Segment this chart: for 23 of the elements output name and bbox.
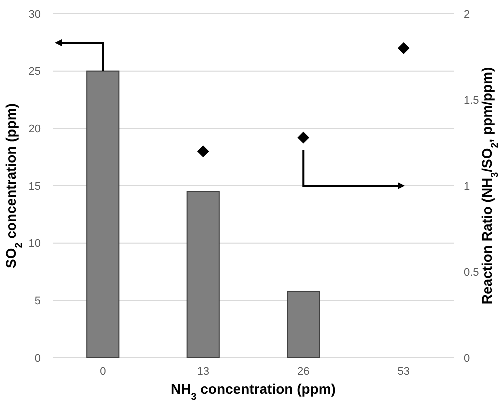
y2-tick-label: 1.5 (464, 94, 480, 107)
y-tick-label: 20 (28, 124, 41, 136)
x-tick-label: 53 (398, 366, 410, 378)
y2-tick-label: 0 (464, 352, 470, 365)
x-tick-label: 13 (197, 366, 210, 378)
y2-tick-label: 0.5 (464, 266, 480, 279)
point (197, 146, 210, 158)
bar (186, 191, 220, 358)
x-tick-label: 26 (298, 366, 310, 378)
point (298, 132, 310, 144)
point (398, 42, 410, 54)
y2-tick-label: 2 (464, 8, 470, 21)
y-tick-label: 25 (28, 66, 41, 78)
y2-tick-label: 1 (464, 180, 470, 193)
y-tick-label: 0 (34, 352, 41, 365)
y-tick-label: 15 (28, 180, 41, 193)
y-tick-label: 10 (28, 238, 41, 250)
y-tick-label: 5 (34, 296, 41, 308)
x-axis-title: NH$_{3}$ concentration (ppm) (171, 381, 336, 402)
x-tick-label: 0 (100, 366, 106, 378)
y-tick-label: 30 (28, 8, 41, 21)
bar (287, 290, 320, 358)
bar (86, 70, 120, 358)
